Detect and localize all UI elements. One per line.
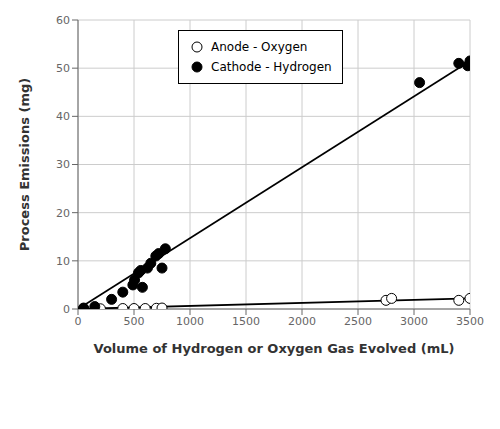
svg-text:Process Emissions (mg): Process Emissions (mg) [17, 78, 32, 251]
svg-text:40: 40 [56, 110, 70, 123]
svg-text:10: 10 [56, 255, 70, 268]
svg-text:60: 60 [56, 14, 70, 27]
svg-text:0: 0 [75, 315, 82, 328]
html-text:Cathode - Hydrogen: Cathode - Hydrogen [211, 60, 332, 74]
svg-text:50: 50 [56, 62, 70, 75]
svg-text:30: 30 [56, 158, 70, 171]
svg-text:0: 0 [63, 303, 70, 316]
svg-text:1500: 1500 [232, 315, 260, 328]
svg-text:2000: 2000 [288, 315, 316, 328]
svg-text:500: 500 [124, 315, 145, 328]
svg-text:3000: 3000 [400, 315, 428, 328]
svg-text:1000: 1000 [176, 315, 204, 328]
svg-text:3500: 3500 [456, 315, 484, 328]
svg-text:2500: 2500 [344, 315, 372, 328]
svg-text:Volume of Hydrogen or Oxygen G: Volume of Hydrogen or Oxygen Gas Evolved… [94, 341, 455, 356]
html-text:Anode - Oxygen: Anode - Oxygen [211, 40, 308, 54]
svg-text:20: 20 [56, 207, 70, 220]
